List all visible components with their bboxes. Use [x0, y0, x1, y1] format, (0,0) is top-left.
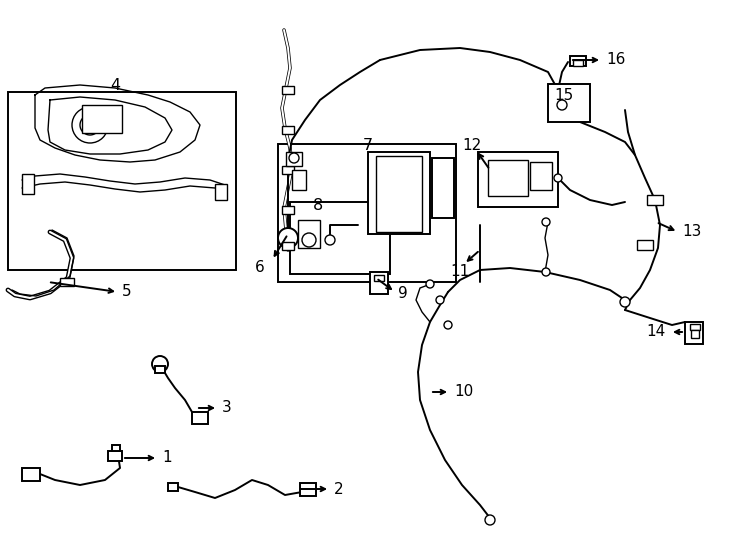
- Text: 13: 13: [682, 225, 702, 240]
- Bar: [282, 166, 294, 174]
- Circle shape: [542, 268, 550, 276]
- Bar: [370, 272, 388, 294]
- Text: 9: 9: [398, 287, 408, 301]
- Text: 12: 12: [462, 138, 482, 152]
- Bar: [22, 468, 40, 481]
- Bar: [278, 144, 456, 282]
- Text: 14: 14: [646, 325, 665, 340]
- Text: 2: 2: [334, 482, 344, 496]
- Bar: [168, 483, 178, 491]
- Bar: [282, 126, 294, 134]
- Circle shape: [485, 515, 495, 525]
- Bar: [637, 240, 653, 250]
- Circle shape: [620, 297, 630, 307]
- Text: 7: 7: [363, 138, 373, 153]
- Circle shape: [557, 100, 567, 110]
- Bar: [530, 162, 552, 190]
- Circle shape: [72, 107, 108, 143]
- Text: 15: 15: [554, 88, 573, 103]
- Bar: [286, 152, 302, 166]
- Bar: [690, 324, 700, 330]
- Circle shape: [302, 233, 316, 247]
- Text: 1: 1: [162, 450, 172, 465]
- Circle shape: [278, 228, 298, 248]
- Bar: [112, 445, 120, 451]
- Circle shape: [426, 280, 434, 288]
- Circle shape: [554, 174, 562, 182]
- Bar: [290, 202, 390, 274]
- Bar: [22, 174, 34, 194]
- Text: 3: 3: [222, 401, 232, 415]
- Bar: [282, 86, 294, 94]
- Bar: [691, 330, 699, 338]
- Bar: [298, 220, 320, 248]
- Circle shape: [436, 296, 444, 304]
- Text: 16: 16: [606, 52, 625, 68]
- Text: 11: 11: [450, 265, 469, 280]
- Bar: [300, 483, 316, 496]
- Bar: [215, 184, 227, 200]
- Text: 5: 5: [122, 285, 131, 300]
- Bar: [60, 278, 74, 286]
- Circle shape: [325, 235, 335, 245]
- Bar: [368, 152, 430, 234]
- Bar: [478, 152, 558, 207]
- Bar: [374, 275, 384, 281]
- Bar: [685, 322, 703, 344]
- Text: 10: 10: [454, 384, 473, 400]
- Bar: [282, 206, 294, 214]
- Bar: [647, 195, 663, 205]
- Bar: [108, 451, 122, 461]
- Circle shape: [80, 115, 100, 135]
- Bar: [548, 84, 590, 122]
- Bar: [488, 160, 528, 196]
- Bar: [570, 56, 586, 66]
- Text: 4: 4: [110, 78, 120, 93]
- Circle shape: [152, 356, 168, 372]
- Text: 8: 8: [313, 198, 323, 213]
- Bar: [282, 242, 294, 250]
- Bar: [155, 366, 165, 373]
- Bar: [432, 158, 454, 218]
- Circle shape: [289, 153, 299, 163]
- Bar: [192, 412, 208, 424]
- Text: 6: 6: [255, 260, 265, 275]
- Bar: [376, 156, 422, 232]
- Bar: [292, 170, 306, 190]
- Circle shape: [444, 321, 452, 329]
- Bar: [82, 105, 122, 133]
- Circle shape: [542, 218, 550, 226]
- Bar: [573, 60, 583, 66]
- Bar: [8, 92, 236, 270]
